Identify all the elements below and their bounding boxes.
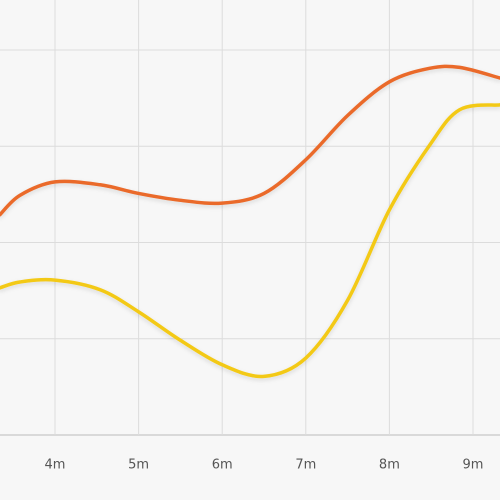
x-tick-label: 4m [45, 458, 66, 473]
x-tick-label: 6m [212, 458, 233, 473]
x-tick-label: 9m [463, 458, 484, 473]
x-tick-label: 8m [379, 458, 400, 473]
x-tick-label: 7m [295, 458, 316, 473]
series-line [0, 103, 500, 379]
x-tick-label: 5m [128, 458, 149, 473]
series-line [0, 64, 500, 217]
